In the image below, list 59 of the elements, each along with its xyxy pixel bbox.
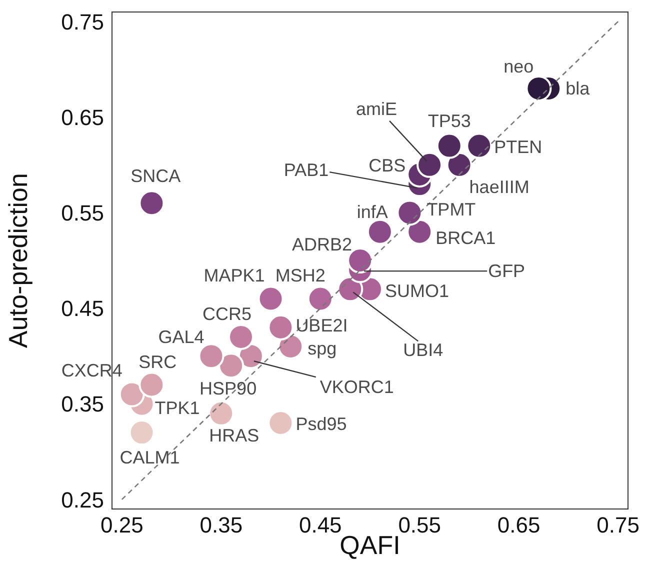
annotation: SNCA xyxy=(130,166,181,186)
x-tick-label: 0.75 xyxy=(596,512,640,538)
annotation: CCR5 xyxy=(202,304,252,324)
annotation: Psd95 xyxy=(296,414,347,434)
annotation: MAPK1 xyxy=(204,266,265,286)
point xyxy=(406,218,433,245)
annotation: TP53 xyxy=(428,110,471,131)
annotation: bla xyxy=(566,78,591,98)
annotation: ADRB2 xyxy=(292,234,352,254)
y-tick-label: 0.35 xyxy=(61,392,104,417)
y-axis-title: Auto-prediction xyxy=(3,173,34,348)
x-tick-label: 0.45 xyxy=(298,512,342,538)
point xyxy=(218,352,244,379)
annotation: GAL4 xyxy=(158,327,204,348)
point xyxy=(466,132,492,159)
annotation: amiE xyxy=(356,98,398,119)
annotation: MSH2 xyxy=(275,266,326,286)
annotation: SUMO1 xyxy=(385,281,450,302)
point xyxy=(138,190,165,216)
point xyxy=(208,400,234,426)
point xyxy=(268,314,294,340)
x-tick-label: 0.65 xyxy=(497,512,540,538)
y-tick-label: 0.55 xyxy=(61,200,104,226)
annotation: UBI4 xyxy=(403,340,444,360)
annotation: PTEN xyxy=(494,136,542,157)
annotation: TPK1 xyxy=(154,398,200,418)
annotation: CALM1 xyxy=(120,448,180,468)
y-tick-label: 0.25 xyxy=(61,487,104,512)
annotation: haeIIIM xyxy=(469,176,530,197)
point xyxy=(258,286,284,312)
annotation: HRAS xyxy=(209,425,260,446)
annotation: BRCA1 xyxy=(436,228,496,248)
annotation: TPMT xyxy=(426,200,476,220)
point xyxy=(416,152,443,178)
point xyxy=(366,218,393,245)
y-tick-label: 0.45 xyxy=(61,296,104,322)
x-axis-title: QAFI xyxy=(340,530,400,560)
annotation: SRC xyxy=(138,352,177,372)
x-tick-label: 0.35 xyxy=(200,512,243,538)
annotation: VKORC1 xyxy=(320,377,394,398)
annotation: neo xyxy=(504,56,534,76)
annotation: spg xyxy=(308,338,337,359)
point xyxy=(307,286,334,312)
point xyxy=(446,152,472,178)
annotation: CBS xyxy=(368,155,406,176)
point xyxy=(138,372,165,398)
annotation: UBE2I xyxy=(296,315,348,336)
annotation: PAB1 xyxy=(284,160,329,180)
point xyxy=(198,343,224,370)
x-tick-label: 0.55 xyxy=(398,512,442,538)
y-tick-label: 0.75 xyxy=(61,9,104,34)
x-tick-label: 0.25 xyxy=(100,512,144,538)
annotation: GFP xyxy=(488,261,526,282)
point xyxy=(118,381,145,408)
point xyxy=(396,200,423,226)
annotation: infA xyxy=(356,202,388,222)
annotation: HSP90 xyxy=(200,378,257,399)
point xyxy=(436,132,462,159)
y-tick-label: 0.65 xyxy=(61,104,104,130)
